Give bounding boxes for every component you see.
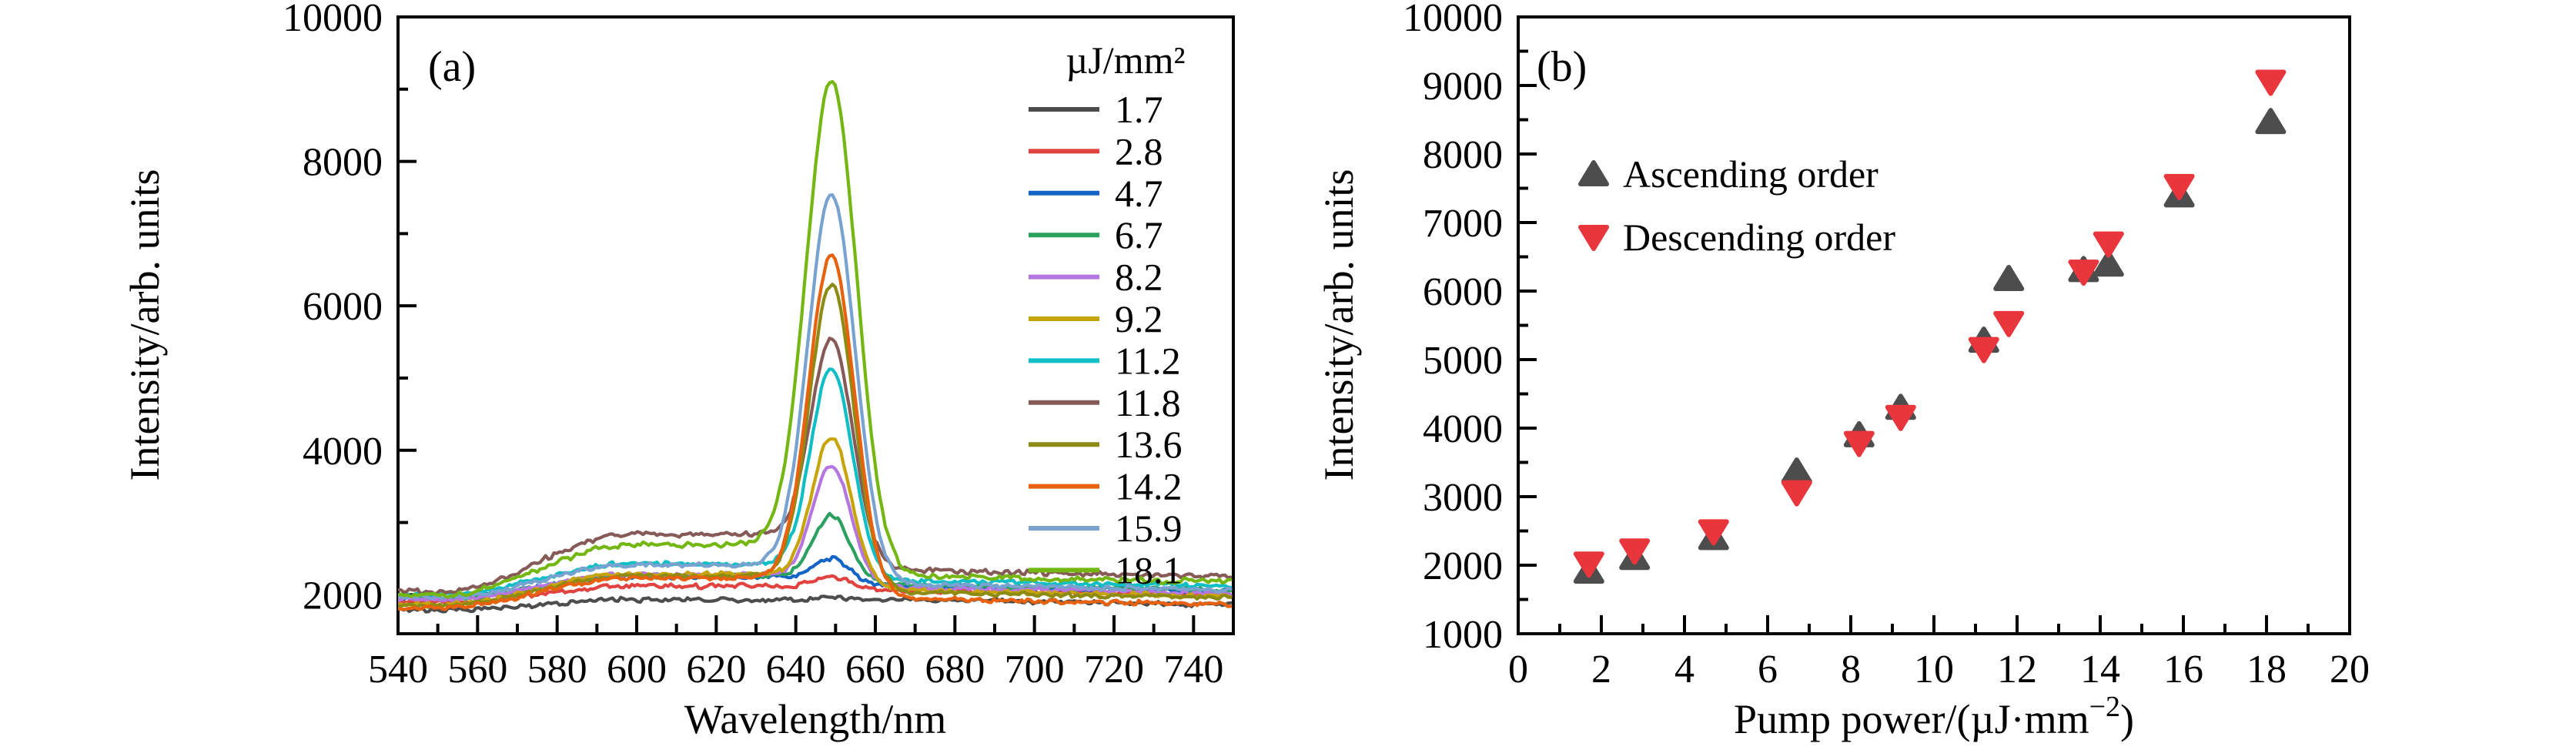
panel-b-y-tick-label: 3000 bbox=[1423, 476, 1503, 520]
panel-a-legend-label-6.7: 6.7 bbox=[1115, 213, 1163, 256]
panel-a-legend-label-2.8: 2.8 bbox=[1115, 129, 1163, 172]
panel-a-legend-label-11.2: 11.2 bbox=[1115, 339, 1181, 382]
generated-chart-graphics: 540 560 580 600 620 640 660 680 700 720 7402000400… bbox=[283, 0, 2370, 691]
panel-a-x-tick-label: 660 bbox=[845, 648, 905, 691]
panel-a-curve-9.2 bbox=[398, 437, 1233, 608]
panel-b-point-descending-11.2 bbox=[1968, 336, 1999, 363]
panel-b-x-tick-label: 20 bbox=[2330, 648, 2370, 691]
panel-b-point-descending-8.2 bbox=[1843, 430, 1875, 457]
panel-a-legend-label-14.2: 14.2 bbox=[1115, 465, 1183, 508]
panel-b-point-descending-13.6 bbox=[2068, 259, 2099, 286]
panel-b-xlabel-suffix: ) bbox=[2120, 696, 2134, 742]
panel-a-y-tick-label: 2000 bbox=[303, 574, 383, 618]
panel-a-legend: 1.72.84.76.78.29.211.211.813.614.215.918… bbox=[1029, 88, 1183, 591]
panel-b-x-tick-label: 0 bbox=[1508, 648, 1528, 691]
panel-b-x-tick-label: 8 bbox=[1841, 648, 1861, 691]
panel-a-x-tick-label: 600 bbox=[607, 648, 667, 691]
panel-b-point-descending-14.2 bbox=[2093, 231, 2124, 258]
panel-b-y-tick-label: 6000 bbox=[1423, 270, 1503, 314]
panel-a-x-tick-label: 740 bbox=[1163, 648, 1223, 691]
panel-a-x-tick-label: 580 bbox=[527, 648, 587, 691]
panel-b-x-tick-label: 12 bbox=[1997, 648, 2037, 691]
panel-b-y-tick-label: 4000 bbox=[1423, 407, 1503, 451]
panel-b-x-tick-label: 14 bbox=[2080, 648, 2120, 691]
panel-b-xlabel-superscript: −2 bbox=[2089, 691, 2120, 723]
panel-a-curve-13.6 bbox=[398, 283, 1233, 609]
panel-a-legend-label-11.8: 11.8 bbox=[1115, 381, 1181, 424]
panel-a-x-tick-label: 620 bbox=[686, 648, 746, 691]
panel-a-y-tick-label: 10000 bbox=[283, 0, 383, 40]
panel-b-point-descending-6.7 bbox=[1781, 480, 1812, 507]
panel-a-legend-label-4.7: 4.7 bbox=[1115, 172, 1163, 215]
legend-ascending-marker bbox=[1578, 160, 1609, 186]
panel-a-curve-11.2 bbox=[398, 367, 1233, 598]
panel-b-point-ascending-18.1 bbox=[2255, 108, 2287, 135]
panel-b-y-tick-label: 5000 bbox=[1423, 339, 1503, 383]
legend-descending-marker bbox=[1578, 225, 1609, 251]
panel-b-axes: 0 2 4 6 8 10 12 14 16 18 20 1000 2000 3000 4000 5000 600… bbox=[1403, 0, 2370, 691]
panel-b-x-tick-label: 2 bbox=[1591, 648, 1611, 691]
panel-b-point-descending-2.8 bbox=[1619, 538, 1651, 565]
panel-b-xlabel-prefix: Pump power/(µJ·mm bbox=[1734, 696, 2089, 742]
panel-a-curve-18.1 bbox=[398, 79, 1233, 599]
panel-a-x-tick-label: 720 bbox=[1084, 648, 1144, 691]
panel-b-x-tick-label: 18 bbox=[2246, 648, 2287, 691]
panel-a-x-tick-label: 540 bbox=[368, 648, 428, 691]
panel-b-point-descending-11.8 bbox=[1993, 310, 2025, 337]
panel-a-legend-label-13.6: 13.6 bbox=[1115, 423, 1183, 466]
panel-b-letter: (b) bbox=[1537, 43, 1587, 91]
panel-a-legend-label-18.1: 18.1 bbox=[1115, 548, 1183, 591]
panel-b-x-tick-label: 4 bbox=[1674, 648, 1694, 691]
panel-b-y-tick-label: 2000 bbox=[1423, 544, 1503, 588]
panel-a-curves bbox=[398, 79, 1233, 614]
panel-a-legend-label-15.9: 15.9 bbox=[1115, 507, 1183, 550]
panel-a-axes: 540 560 580 600 620 640 660 680 700 720 740 2000 400… bbox=[283, 0, 1235, 691]
panel-a-x-tick-label: 560 bbox=[447, 648, 507, 691]
panel-b-point-descending-9.2 bbox=[1885, 404, 1916, 431]
panel-b-y-tick-label: 7000 bbox=[1423, 202, 1503, 246]
legend-ascending-label: Ascending order bbox=[1623, 152, 1878, 196]
panel-b-x-tick-label: 16 bbox=[2163, 648, 2203, 691]
panel-a-curve-14.2 bbox=[398, 253, 1233, 611]
panel-a-ylabel: Intensity/arb. units bbox=[122, 169, 168, 481]
panel-b-point-descending-18.1 bbox=[2255, 69, 2287, 96]
panel-b-x-tick-label: 6 bbox=[1758, 648, 1778, 691]
panel-a-curve-11.8 bbox=[398, 336, 1233, 596]
panel-b-y-tick-label: 10000 bbox=[1403, 0, 1503, 40]
panel-b-point-descending-15.9 bbox=[2163, 173, 2195, 200]
panel-a-legend-label-9.2: 9.2 bbox=[1115, 297, 1163, 340]
panel-a-y-tick-label: 4000 bbox=[303, 430, 383, 474]
panel-b-point-ascending-14.2 bbox=[2093, 250, 2124, 277]
panel-a-x-tick-label: 700 bbox=[1005, 648, 1065, 691]
panel-a-legend-label-8.2: 8.2 bbox=[1115, 256, 1163, 299]
panel-b-ylabel: Intensity/arb. units bbox=[1316, 169, 1362, 481]
panel-b-point-descending-1.7 bbox=[1573, 551, 1604, 578]
panel-a-y-tick-label: 6000 bbox=[303, 285, 383, 329]
panel-b-points bbox=[1573, 69, 2287, 584]
legend-descending-label: Descending order bbox=[1623, 216, 1895, 259]
panel-a-y-tick-label: 8000 bbox=[303, 141, 383, 185]
panel-a-xlabel: Wavelength/nm bbox=[684, 696, 947, 742]
panel-b-point-ascending-11.8 bbox=[1993, 264, 2025, 291]
panel-b-y-tick-label: 9000 bbox=[1423, 65, 1503, 109]
panel-b-y-tick-label: 8000 bbox=[1423, 133, 1503, 177]
panel-a-x-tick-label: 680 bbox=[925, 648, 985, 691]
panel-a-curve-15.9 bbox=[398, 193, 1233, 601]
panel-b-y-tick-label: 1000 bbox=[1423, 613, 1503, 657]
panel-b-point-descending-4.7 bbox=[1698, 519, 1729, 546]
panel-b-point-ascending-6.7 bbox=[1781, 457, 1812, 484]
panel-a-legend-label-1.7: 1.7 bbox=[1115, 88, 1163, 131]
panel-a-spines bbox=[396, 15, 1235, 635]
panel-b-xlabel: Pump power/(µJ·mm−2) bbox=[1734, 691, 2134, 742]
panel-a-x-tick-label: 640 bbox=[766, 648, 826, 691]
panel-a-legend-title: µJ/mm² bbox=[1066, 39, 1186, 82]
panel-b-x-tick-label: 10 bbox=[1914, 648, 1954, 691]
panel-a-letter: (a) bbox=[428, 43, 476, 91]
